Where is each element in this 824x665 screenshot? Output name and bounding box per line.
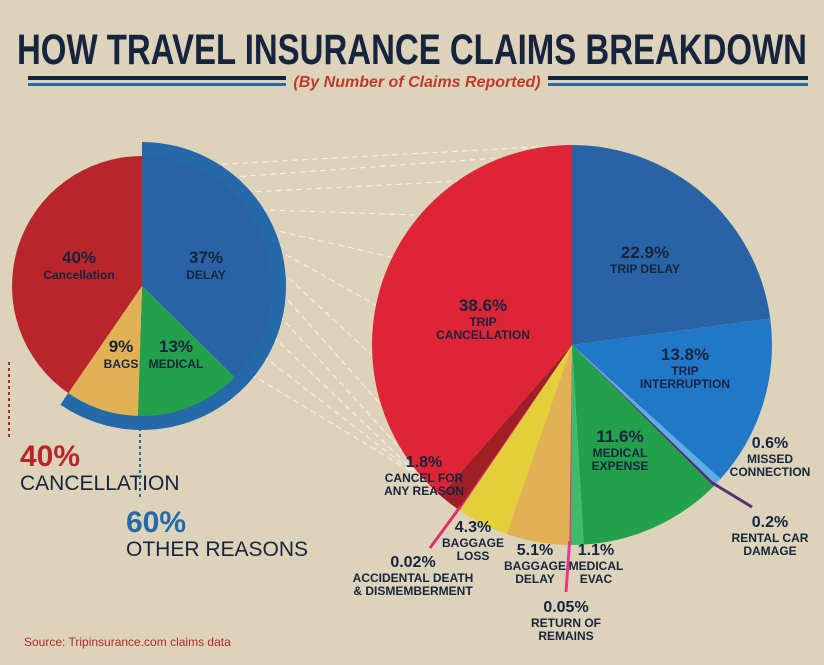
big-pct-trip-interruption: 13.8% [661, 345, 709, 364]
connector-line [230, 157, 503, 178]
small-pct-bags: 9% [109, 337, 134, 356]
big-label-medical-evac: EVAC [580, 572, 613, 586]
small-pie-labels: 37%DELAY 13%MEDICAL 9%BAGS 40%Cancellation [43, 248, 225, 371]
connector-line [280, 270, 373, 356]
big-slice-baggage-loss [458, 345, 572, 534]
big-pct-rental-car-damage: 0.2% [752, 514, 788, 531]
page-subtitle: (By Number of Claims Reported) [293, 74, 540, 91]
leader-line [564, 540, 572, 593]
big-pct-medical-evac: 1.1% [578, 542, 614, 559]
big-label-return-of-remains: REMAINS [538, 629, 593, 643]
connector-line [246, 180, 458, 193]
big-label-missed-connection: CONNECTION [730, 465, 811, 479]
big-label-trip-interruption: INTERRUPTION [640, 377, 730, 391]
big-label-accidental-death-dismemberment: & DISMEMBERMENT [353, 584, 473, 598]
small-slice-cancellation [12, 156, 143, 394]
big-slice-trip-delay [572, 145, 771, 345]
small-label-medical: MEDICAL [149, 357, 204, 371]
page-title: HOW TRAVEL INSURANCE CLAIMS BREAKDOWN [17, 26, 807, 74]
small-label-bags: BAGS [104, 357, 139, 371]
big-slice-trip-interruption [572, 318, 772, 479]
big-label-trip-cancellation: TRIP [469, 315, 496, 329]
big-label-baggage-loss: BAGGAGE [442, 536, 504, 550]
big-slice-medical-evac [569, 345, 584, 545]
big-label-rental-car-damage: RENTAL CAR [732, 531, 809, 545]
small-pie-chart [12, 142, 287, 430]
big-label-medical-expense: EXPENSE [592, 459, 649, 473]
big-pct-trip-delay: 22.9% [621, 243, 669, 262]
connector-line [269, 228, 393, 258]
leader-line [428, 505, 462, 549]
cancel-summary-pct: 40% [20, 440, 80, 473]
big-label-medical-evac: MEDICAL [569, 559, 624, 573]
big-slice-baggage-delay [506, 345, 572, 545]
other-summary-pct: 60% [126, 506, 186, 539]
big-label-rental-car-damage: DAMAGE [743, 544, 796, 558]
connector-line [276, 249, 377, 306]
big-pct-accidental-death-dismemberment: 0.02% [390, 554, 435, 571]
connector-line [272, 335, 435, 491]
big-label-cancel-for-any-reason: ANY REASON [384, 484, 464, 498]
big-pct-baggage-loss: 4.3% [455, 519, 491, 536]
title-underline-left-accent [28, 83, 286, 86]
big-slice-missed-connection [572, 345, 721, 485]
small-pct-medical: 13% [159, 337, 193, 356]
big-label-trip-interruption: TRIP [671, 364, 698, 378]
source-note: Source: Tripinsurance.com claims data [24, 635, 231, 649]
small-pct-delay: 37% [189, 248, 223, 267]
connector-line [259, 209, 420, 216]
big-pie-labels: 22.9%TRIP DELAY13.8%TRIPINTERRUPTION0.6%… [353, 243, 811, 643]
small-slice-delay [142, 156, 272, 378]
connector-line [281, 292, 382, 406]
small-pct-cancellation: 40% [62, 248, 96, 267]
title-underline-right [548, 76, 808, 80]
big-slice-medical-expense [572, 345, 714, 545]
title-underline-right-accent [548, 83, 808, 86]
big-label-baggage-delay: DELAY [515, 572, 555, 586]
big-pct-trip-cancellation: 38.6% [459, 296, 507, 315]
small-slice-bags [68, 286, 142, 416]
small-label-cancellation: Cancellation [43, 268, 114, 282]
cancel-summary-label: CANCELLATION [20, 472, 179, 495]
big-pct-medical-expense: 11.6% [596, 427, 643, 446]
big-pct-missed-connection: 0.6% [752, 435, 788, 452]
big-label-return-of-remains: RETURN OF [531, 616, 601, 630]
big-pie-chart [372, 145, 772, 545]
big-label-trip-cancellation: CANCELLATION [436, 328, 530, 342]
big-label-baggage-loss: LOSS [457, 549, 490, 563]
big-label-cancel-for-any-reason: CANCEL FOR [385, 471, 464, 485]
big-pct-baggage-delay: 5.1% [517, 542, 553, 559]
connector-line [211, 145, 552, 166]
leader-line [710, 481, 753, 509]
big-pct-cancel-for-any-reason: 1.8% [406, 454, 442, 471]
small-label-delay: DELAY [186, 268, 226, 282]
big-slice-trip-cancellation [372, 145, 572, 496]
connector-line [278, 314, 403, 452]
small-slice-medical [137, 286, 235, 416]
big-slice-cancel-for-any-reason [440, 345, 572, 510]
big-label-missed-connection: MISSED [747, 452, 793, 466]
title-underline-left [28, 76, 286, 80]
big-slice-rental-car-damage [572, 345, 716, 487]
big-label-baggage-delay: BAGGAGE [504, 559, 566, 573]
big-label-trip-delay: TRIP DELAY [610, 262, 680, 276]
big-pct-return-of-remains: 0.05% [543, 599, 588, 616]
big-label-accidental-death-dismemberment: ACCIDENTAL DEATH [353, 571, 474, 585]
other-summary-label: OTHER REASONS [126, 538, 308, 561]
big-label-medical-expense: MEDICAL [593, 446, 648, 460]
